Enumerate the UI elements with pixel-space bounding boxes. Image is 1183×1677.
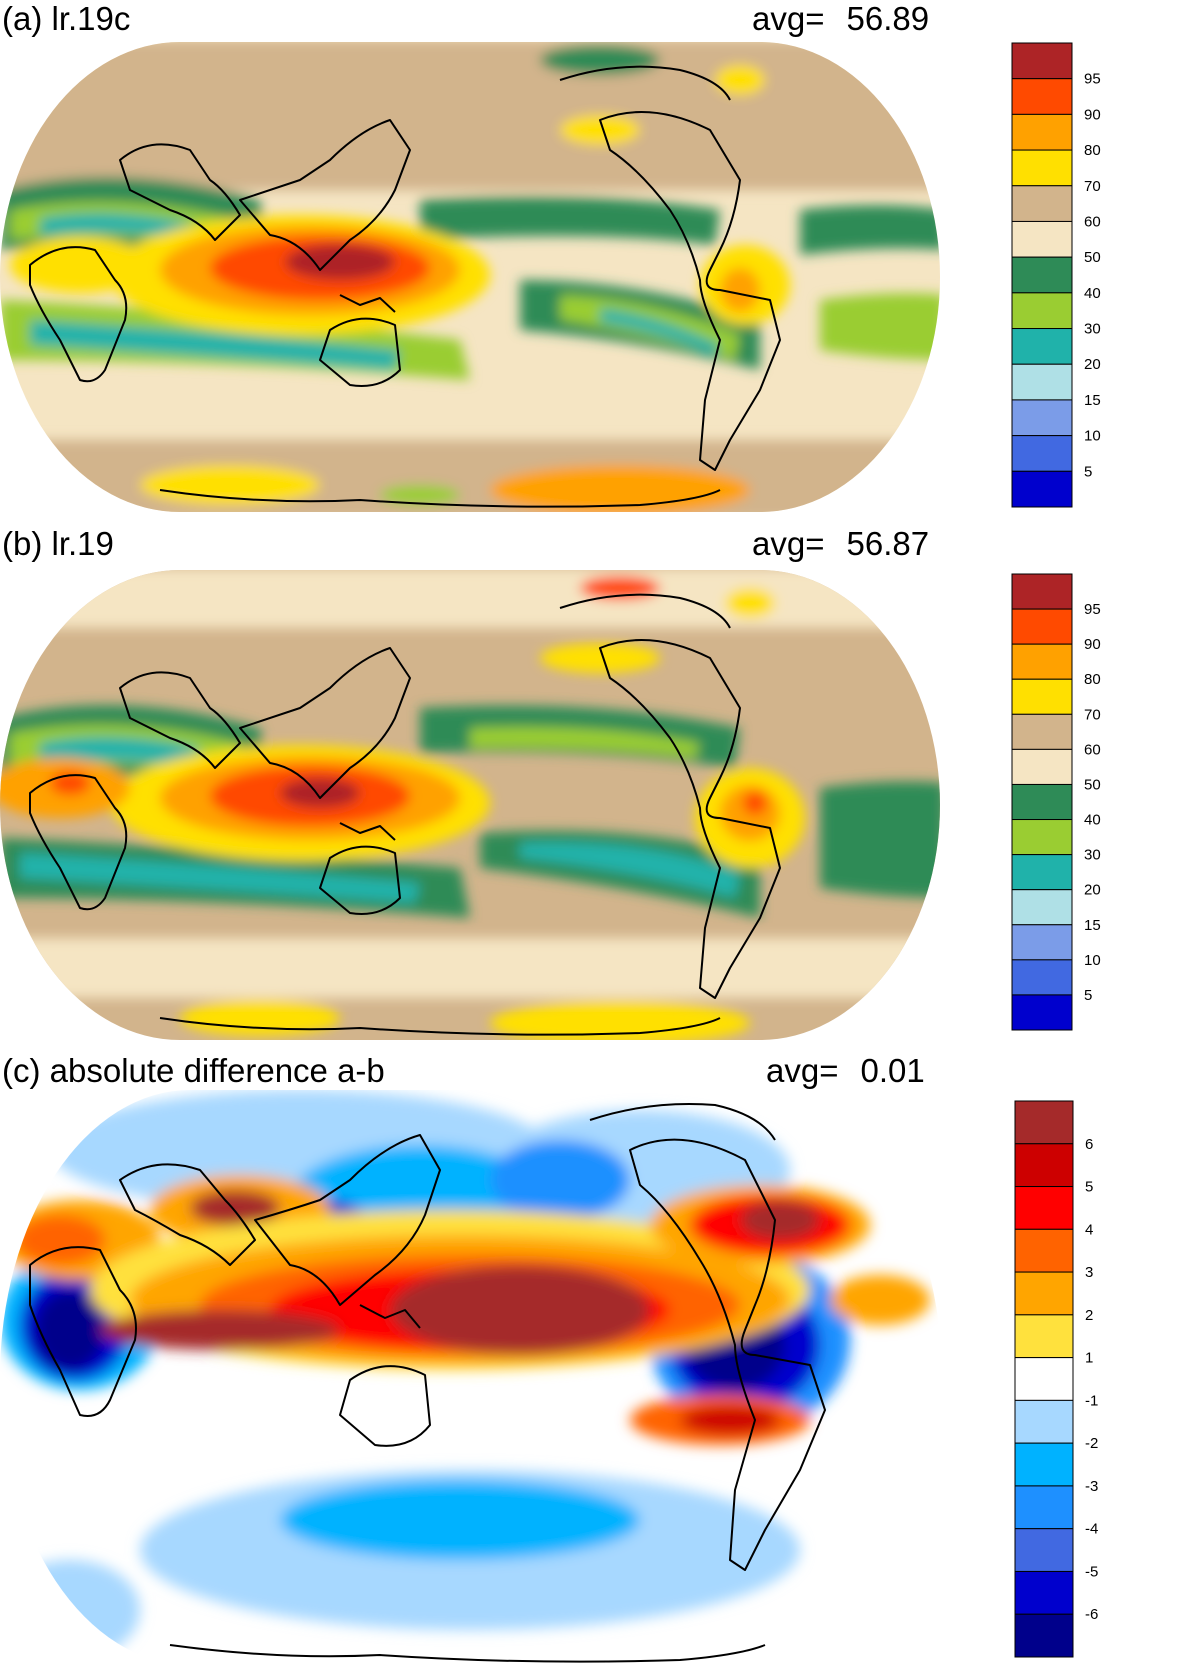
coastlines xyxy=(29,593,781,1036)
colorbar-tick-label: 10 xyxy=(1084,952,1101,969)
colorbar-tick-label: 50 xyxy=(1084,776,1101,793)
avg-readout: avg= 56.87 xyxy=(752,525,929,563)
colorbar-tick-label: 95 xyxy=(1084,71,1101,88)
colorbar-tick-label: 80 xyxy=(1084,671,1101,688)
colorbar-a: 95 90 80 70 60 50 40 30 20 15 10 5 xyxy=(1011,42,1101,508)
colorbar-tick-label: 5 xyxy=(1085,1179,1093,1196)
colorbar-tick-label: 5 xyxy=(1084,987,1092,1004)
panel-title: (c) absolute difference a-b xyxy=(2,1052,385,1089)
colorbar-tick-label: 60 xyxy=(1084,741,1101,758)
avg-value: 56.89 xyxy=(846,0,930,37)
colorbar-swatch xyxy=(1011,783,1073,821)
colorbar-swatch xyxy=(1011,748,1073,785)
colorbar-swatch xyxy=(1011,889,1073,926)
coastlines xyxy=(29,65,781,508)
colorbar-swatch xyxy=(1011,78,1073,115)
panel-b: (b) lr.19 avg= 56.87 xyxy=(0,525,1183,1050)
colorbar-tick-label: 30 xyxy=(1084,847,1101,864)
colorbar-swatch xyxy=(1014,1186,1074,1230)
avg-value: 56.87 xyxy=(846,525,930,562)
colorbar-swatch xyxy=(1014,1228,1074,1273)
colorbar-swatch xyxy=(1014,1314,1074,1359)
colorbar-tick-label: 5 xyxy=(1084,463,1092,480)
colorbar-swatch xyxy=(1011,959,1073,996)
avg-value: 0.01 xyxy=(860,1052,925,1089)
colorbar-swatch xyxy=(1014,1613,1074,1658)
colorbar-tick-label: -6 xyxy=(1085,1606,1098,1623)
colorbar-tick-label: 95 xyxy=(1084,601,1101,618)
colorbar-swatch xyxy=(1014,1357,1074,1401)
colorbar-swatch xyxy=(1011,435,1073,472)
colorbar-swatch xyxy=(1014,1570,1074,1615)
panel-title: (b) lr.19 xyxy=(2,525,114,562)
colorbar-tick-label: -4 xyxy=(1085,1521,1098,1538)
colorbar-swatch xyxy=(1011,854,1073,891)
colorbar-c: 6 5 4 3 2 1 -1 -2 -3 -4 -5 -6 xyxy=(1014,1100,1098,1658)
colorbar-swatch xyxy=(1011,573,1073,610)
colorbar-tick-label: -3 xyxy=(1085,1478,1098,1495)
colorbar-swatch xyxy=(1011,819,1073,856)
map-lr19c xyxy=(0,42,940,512)
colorbar-swatch xyxy=(1011,328,1073,365)
map-difference xyxy=(0,1090,942,1665)
colorbar-tick-label: 50 xyxy=(1084,249,1101,266)
colorbar-swatch xyxy=(1014,1399,1074,1444)
colorbar-swatch xyxy=(1014,1271,1074,1316)
colorbar-tick-label: 3 xyxy=(1085,1264,1093,1281)
colorbar-swatch xyxy=(1011,608,1073,645)
avg-label: avg= xyxy=(752,525,825,562)
colorbar-tick-label: 20 xyxy=(1084,356,1101,373)
avg-readout: avg= 0.01 xyxy=(766,1052,925,1090)
panel-c: (c) absolute difference a-b avg= 0.01 xyxy=(0,1052,1183,1677)
colorbar-tick-label: 15 xyxy=(1084,392,1101,409)
colorbar-swatch xyxy=(1014,1528,1074,1572)
panel-a: (a) lr.19c avg= 56.89 xyxy=(0,0,1183,520)
avg-label: avg= xyxy=(766,1052,839,1089)
colorbar-swatch xyxy=(1011,292,1073,330)
colorbar-swatch xyxy=(1014,1143,1074,1188)
colorbar-swatch xyxy=(1011,256,1073,294)
colorbar-tick-label: 90 xyxy=(1084,106,1101,123)
colorbar-tick-label: 60 xyxy=(1084,213,1101,230)
colorbar-swatch xyxy=(1011,399,1073,437)
colorbar-swatch xyxy=(1011,678,1073,715)
colorbar-tick-label: 6 xyxy=(1085,1136,1093,1153)
colorbar-tick-label: 15 xyxy=(1084,917,1101,934)
colorbar-tick-label: -2 xyxy=(1085,1435,1098,1452)
colorbar-tick-label: -1 xyxy=(1085,1392,1098,1409)
colorbar-b: 95 90 80 70 60 50 40 30 20 15 10 5 xyxy=(1011,573,1101,1031)
colorbar-swatch xyxy=(1011,994,1073,1031)
colorbar-tick-label: -5 xyxy=(1085,1563,1098,1580)
colorbar-tick-label: 4 xyxy=(1085,1221,1093,1238)
colorbar-swatch xyxy=(1011,42,1073,80)
colorbar-tick-label: 10 xyxy=(1084,428,1101,445)
colorbar-swatch xyxy=(1011,113,1073,151)
colorbar-tick-label: 20 xyxy=(1084,882,1101,899)
colorbar-swatch xyxy=(1011,470,1073,508)
colorbar-swatch xyxy=(1011,713,1073,750)
colorbar-swatch xyxy=(1011,149,1073,187)
colorbar-swatch xyxy=(1011,185,1073,222)
colorbar-tick-label: 30 xyxy=(1084,321,1101,338)
map-lr19 xyxy=(0,570,940,1040)
panel-title: (a) lr.19c xyxy=(2,0,131,37)
colorbar-swatch xyxy=(1011,924,1073,961)
colorbar-swatch xyxy=(1014,1100,1074,1145)
colorbar-swatch xyxy=(1014,1442,1074,1487)
colorbar-tick-label: 40 xyxy=(1084,812,1101,829)
colorbar-tick-label: 70 xyxy=(1084,706,1101,723)
colorbar-tick-label: 1 xyxy=(1085,1350,1093,1367)
colorbar-swatch xyxy=(1011,643,1073,680)
avg-label: avg= xyxy=(752,0,825,37)
colorbar-tick-label: 70 xyxy=(1084,178,1101,195)
colorbar-tick-label: 2 xyxy=(1085,1307,1093,1324)
colorbar-swatch xyxy=(1011,363,1073,401)
avg-readout: avg= 56.89 xyxy=(752,0,929,38)
colorbar-tick-label: 40 xyxy=(1084,285,1101,302)
coastlines xyxy=(29,1103,826,1663)
colorbar-tick-label: 90 xyxy=(1084,636,1101,653)
colorbar-swatch xyxy=(1011,220,1073,258)
colorbar-tick-label: 80 xyxy=(1084,142,1101,159)
colorbar-swatch xyxy=(1014,1485,1074,1530)
